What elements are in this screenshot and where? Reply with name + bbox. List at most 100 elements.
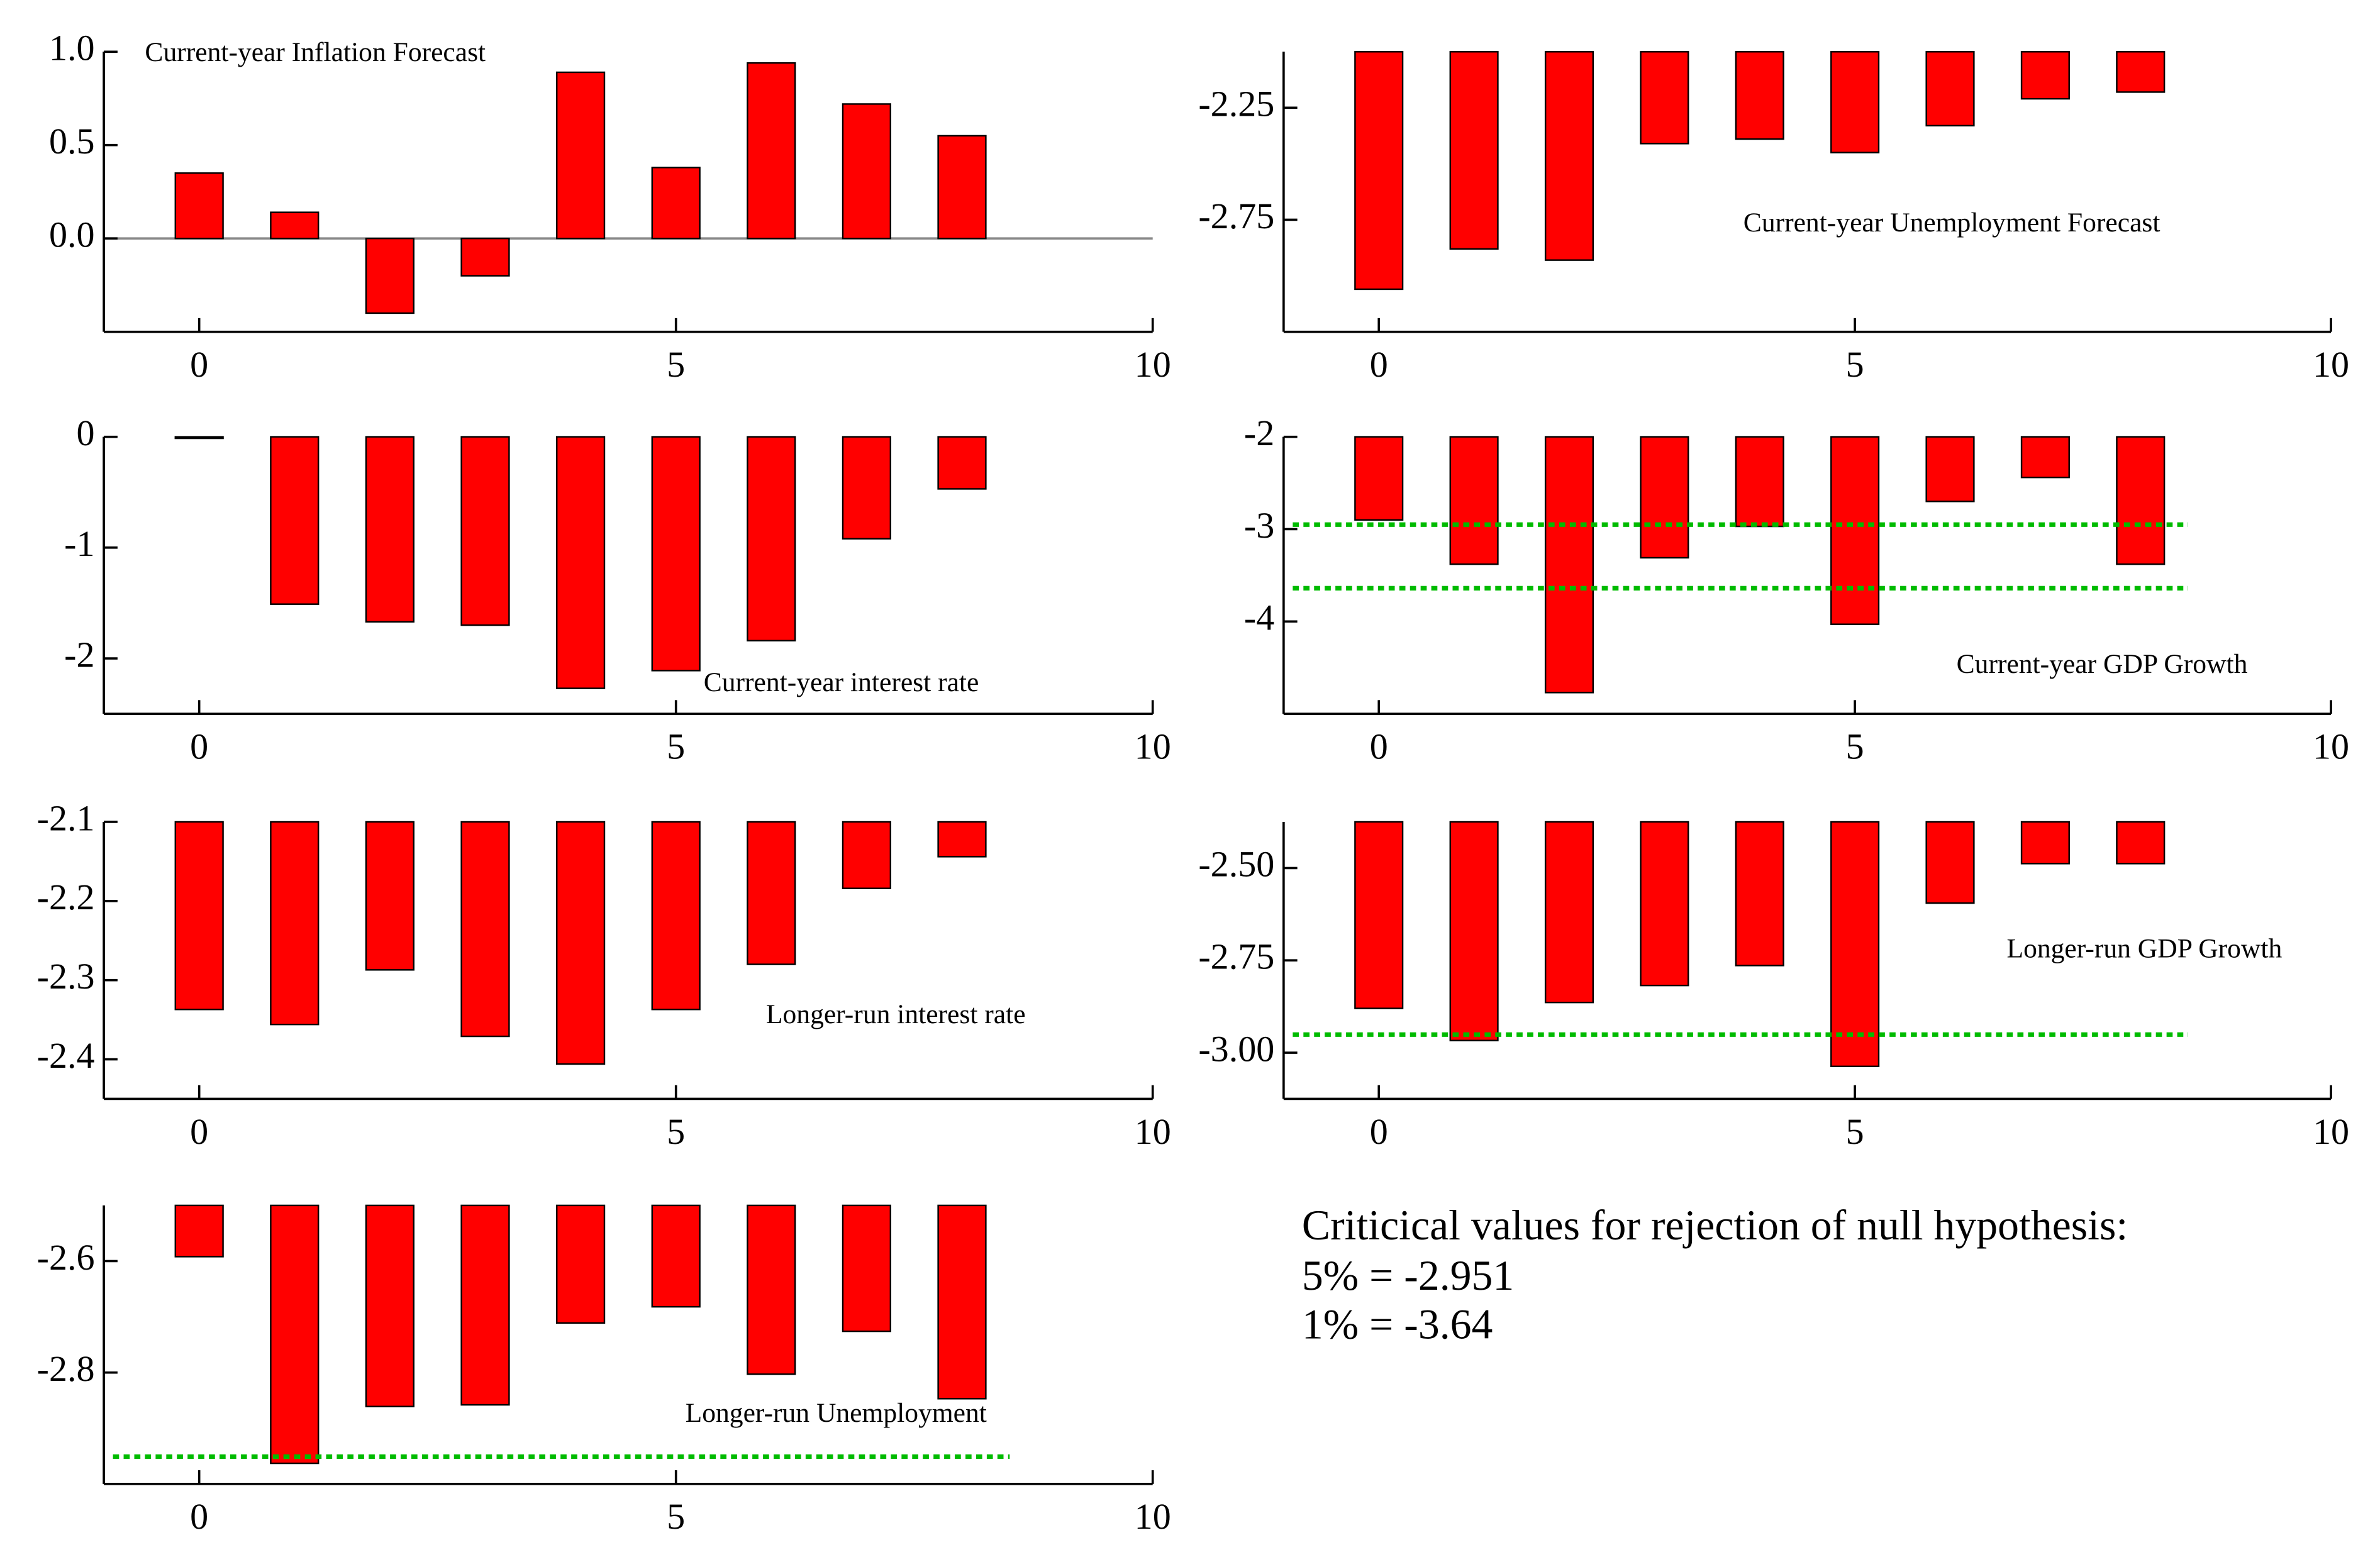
y-tick-label: -2.6	[37, 1237, 95, 1278]
bar	[2020, 51, 2070, 100]
y-tick-label: -3.00	[1198, 1028, 1274, 1069]
note-line: Criticical values for rejection of null …	[1302, 1202, 2128, 1249]
chart-title: Longer-run Unemployment	[686, 1398, 987, 1428]
y-tick-label: -3	[1244, 505, 1274, 546]
bar	[1925, 821, 1975, 904]
bar	[1449, 436, 1499, 565]
note-line: 5% = -2.951	[1302, 1252, 1514, 1299]
bar	[174, 436, 224, 440]
bar	[1830, 51, 1880, 153]
x-tick-label: 10	[2313, 344, 2349, 385]
bar	[365, 821, 415, 971]
bar	[1925, 436, 1975, 502]
bar	[1640, 821, 1689, 987]
y-tick-label: -2.8	[37, 1348, 95, 1389]
bar	[2116, 436, 2166, 565]
x-tick-label: 0	[190, 1111, 208, 1152]
bar	[937, 135, 987, 240]
bar	[842, 821, 892, 889]
bar	[651, 436, 701, 672]
y-tick-label: 0.5	[49, 121, 95, 162]
chart-title: Current-year interest rate	[704, 667, 979, 697]
bar	[174, 172, 224, 240]
bar	[270, 1204, 320, 1465]
bar	[2020, 436, 2070, 479]
y-tick-label: -2.25	[1198, 84, 1274, 125]
bar	[1544, 436, 1594, 694]
bar	[1735, 821, 1784, 967]
bar	[842, 436, 892, 540]
bar	[2116, 51, 2166, 93]
bar	[2116, 821, 2166, 865]
bar	[651, 821, 701, 1011]
bar	[1544, 51, 1594, 261]
bar	[1735, 51, 1784, 140]
bar	[1640, 51, 1689, 145]
y-tick-label: -2.1	[37, 797, 95, 838]
bar	[555, 436, 606, 689]
bar	[365, 1204, 415, 1407]
x-tick-label: 10	[2313, 726, 2349, 767]
bar	[1830, 821, 1880, 1068]
bar	[937, 1204, 987, 1400]
x-tick-label: 0	[1370, 726, 1388, 767]
bar	[365, 436, 415, 623]
chart-title: Longer-run GDP Growth	[2007, 934, 2283, 964]
bar	[1449, 51, 1499, 250]
bar	[174, 821, 224, 1011]
bar	[651, 1204, 701, 1308]
y-tick-label: 0	[77, 413, 95, 453]
chart-title: Current-year GDP Growth	[1957, 649, 2248, 679]
bar	[1735, 436, 1784, 528]
y-tick-label: -2.3	[37, 956, 95, 997]
x-tick-label: 0	[1370, 344, 1388, 385]
bar	[555, 821, 606, 1065]
y-tick-label: -2.4	[37, 1035, 95, 1076]
bar	[270, 436, 320, 605]
bar	[747, 436, 796, 642]
y-tick-label: -2.2	[37, 877, 95, 917]
y-tick-label: -2	[64, 634, 94, 675]
x-tick-label: 10	[1135, 344, 1171, 385]
bar	[1640, 436, 1689, 559]
x-tick-label: 0	[190, 344, 208, 385]
x-tick-label: 5	[667, 1496, 685, 1537]
x-tick-label: 0	[190, 1496, 208, 1537]
x-tick-label: 10	[1135, 1111, 1171, 1152]
bar	[1449, 821, 1499, 1041]
bar	[1830, 436, 1880, 625]
bar	[460, 436, 510, 626]
x-tick-label: 10	[1135, 726, 1171, 767]
y-tick-label: -1	[64, 523, 94, 564]
bar	[555, 71, 606, 240]
chart-title: Current-year Unemployment Forecast	[1743, 208, 2160, 238]
bar	[460, 821, 510, 1038]
x-tick-label: 5	[667, 726, 685, 767]
bar	[460, 237, 510, 277]
y-tick-label: -2.50	[1198, 844, 1274, 885]
x-tick-label: 10	[2313, 1111, 2349, 1152]
bar	[1544, 821, 1594, 1004]
bar	[747, 821, 796, 965]
bar	[270, 211, 320, 240]
bar	[365, 237, 415, 314]
x-tick-label: 0	[1370, 1111, 1388, 1152]
bar	[842, 103, 892, 240]
x-tick-label: 5	[667, 1111, 685, 1152]
bar	[842, 1204, 892, 1333]
bar	[1354, 436, 1404, 521]
x-tick-label: 5	[1846, 726, 1864, 767]
bar	[460, 1204, 510, 1406]
x-tick-label: 5	[667, 344, 685, 385]
bar	[651, 167, 701, 240]
bar	[747, 62, 796, 240]
y-tick-label: -2.75	[1198, 936, 1274, 977]
y-tick-label: -2	[1244, 413, 1274, 453]
x-tick-label: 0	[190, 726, 208, 767]
bar	[2020, 821, 2070, 865]
bar	[1354, 51, 1404, 291]
bar	[937, 821, 987, 858]
bar	[1354, 821, 1404, 1009]
x-tick-label: 5	[1846, 1111, 1864, 1152]
